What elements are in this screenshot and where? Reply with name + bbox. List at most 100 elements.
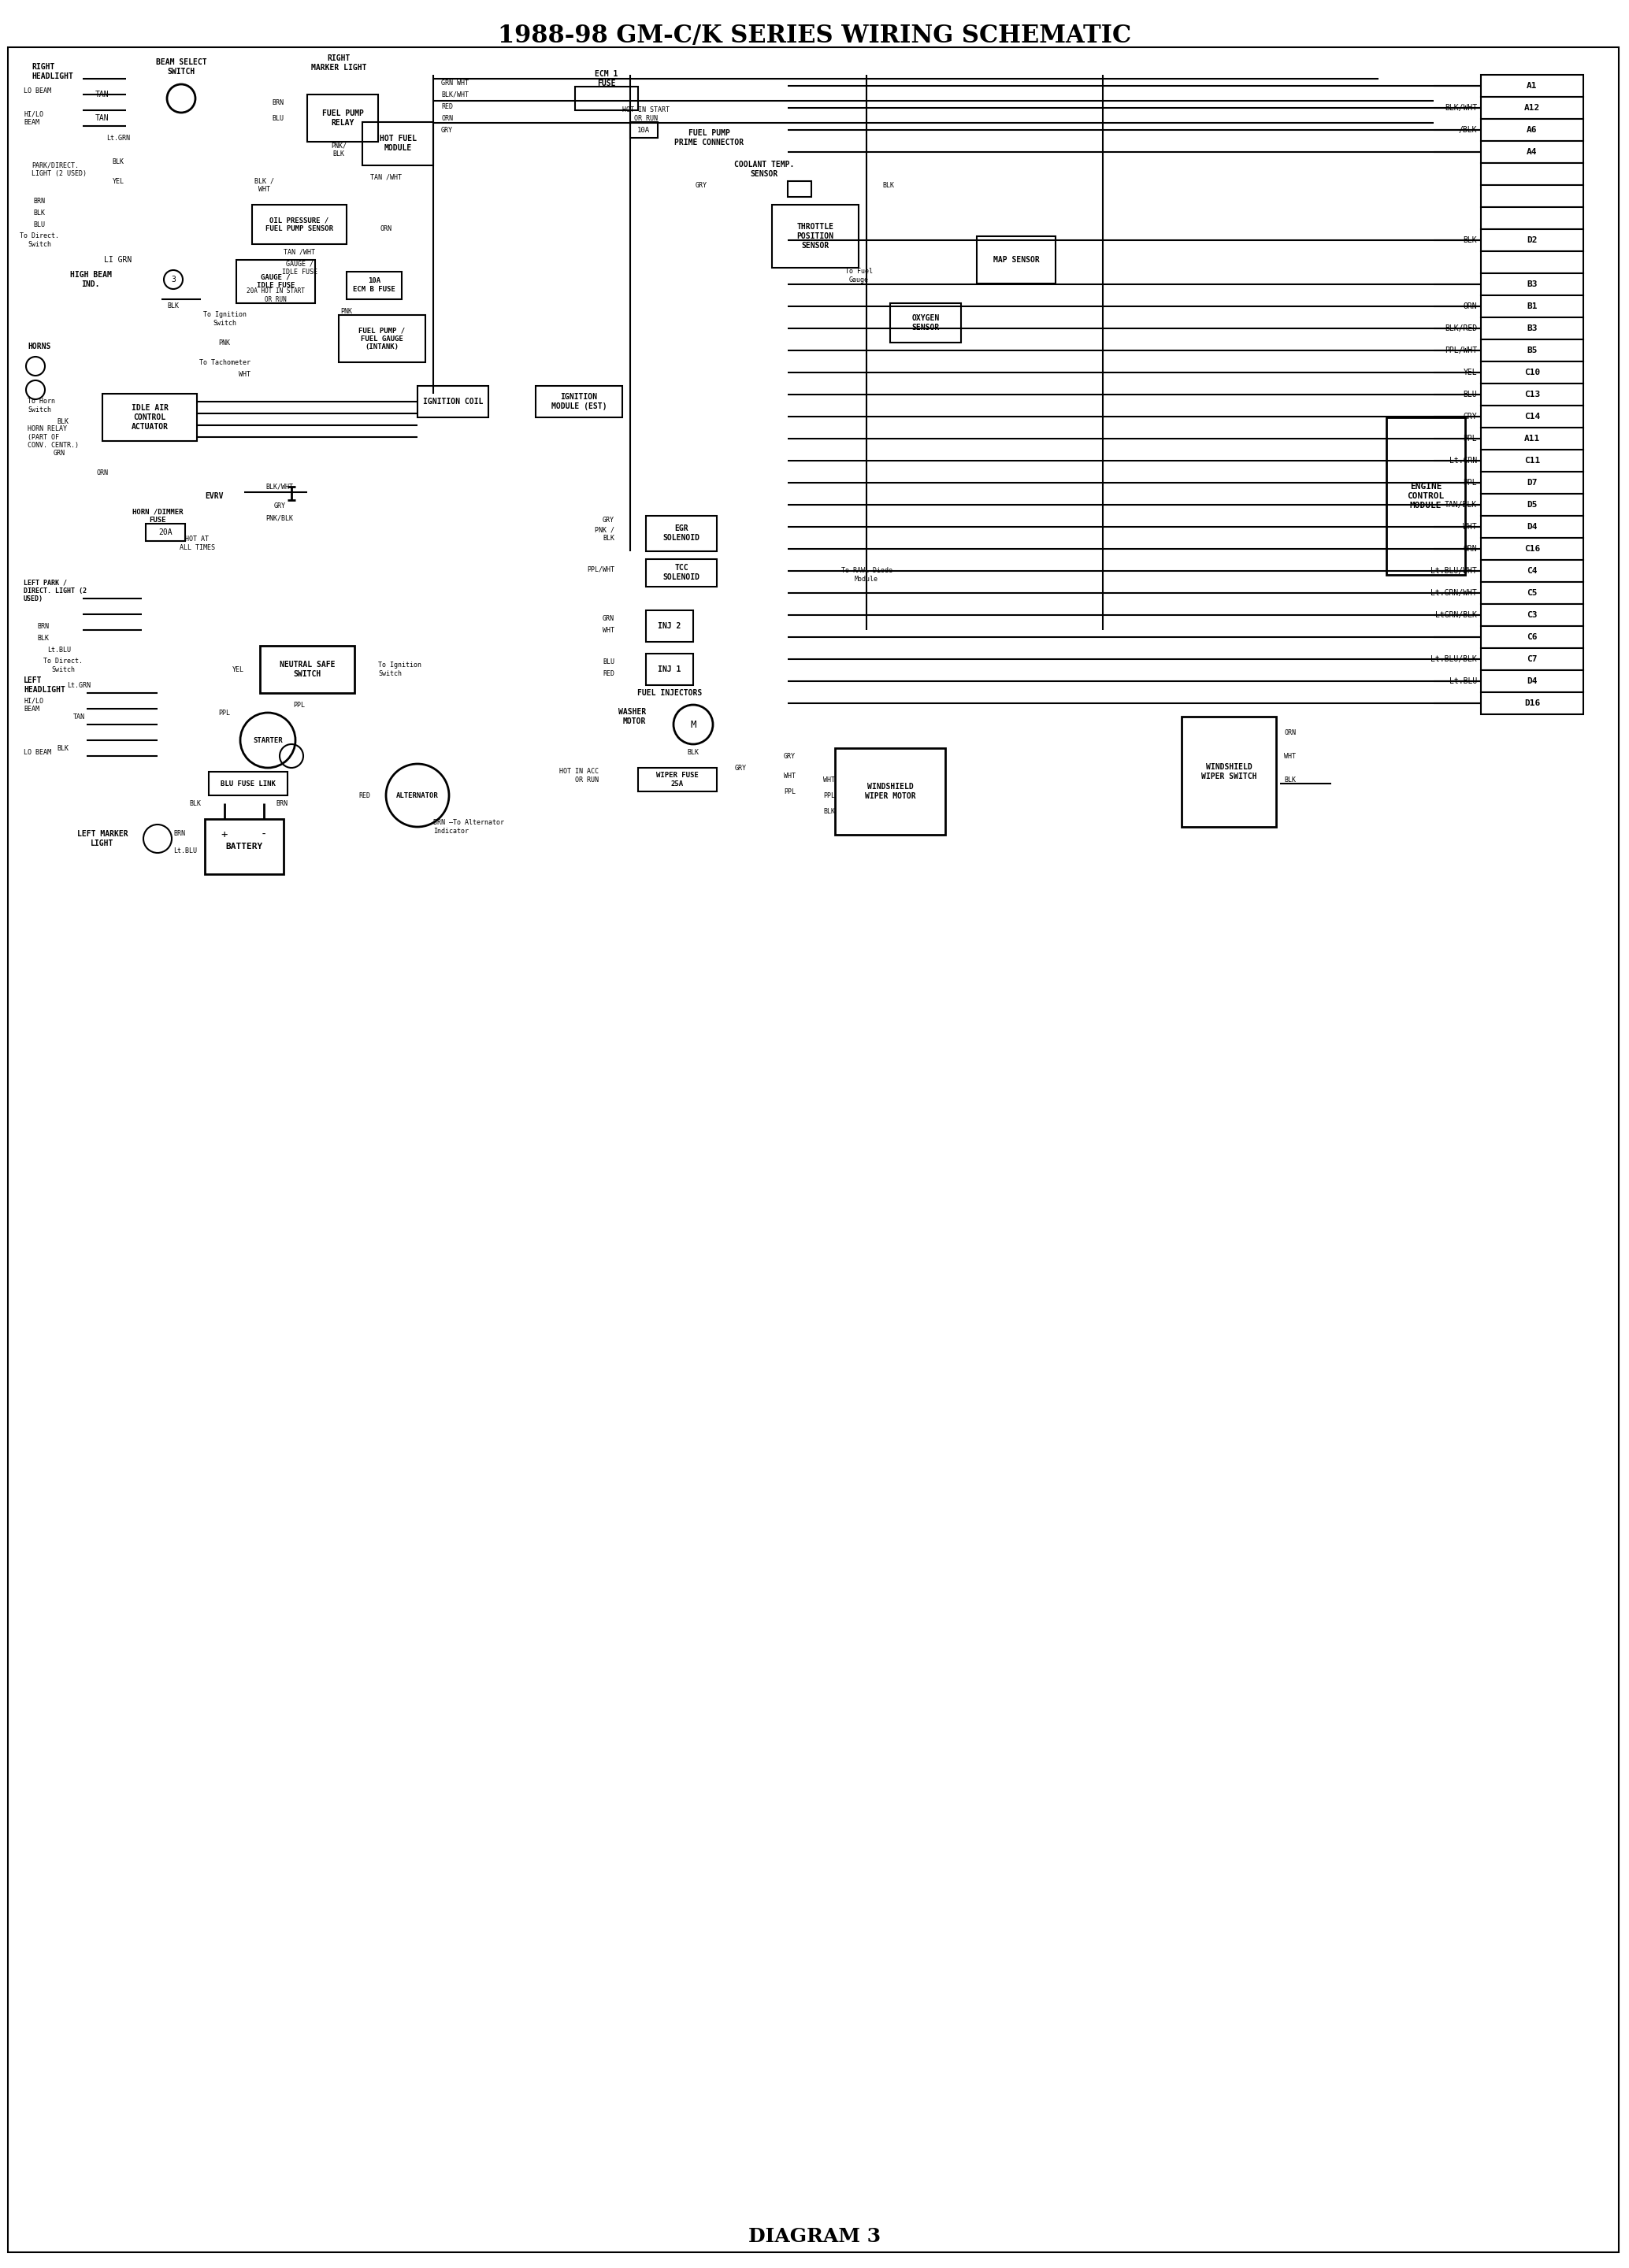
Bar: [1481, 429, 1583, 449]
Bar: [1481, 449, 1583, 472]
Text: BLK: BLK: [37, 635, 49, 642]
Text: OIL PRESSURE /
FUEL PUMP SENSOR: OIL PRESSURE / FUEL PUMP SENSOR: [266, 218, 334, 231]
Text: BLK: BLK: [687, 748, 699, 755]
Text: PNK: PNK: [218, 338, 230, 347]
Bar: [575, 86, 639, 111]
Text: GAUGE /
IDLE FUSE: GAUGE / IDLE FUSE: [282, 261, 318, 274]
Bar: [103, 395, 197, 440]
Text: BRN: BRN: [275, 801, 287, 807]
Text: PPL: PPL: [823, 792, 836, 798]
Text: To Ignition
Switch: To Ignition Switch: [204, 311, 246, 327]
Text: B3: B3: [1526, 281, 1538, 288]
Text: GRN: GRN: [603, 615, 614, 621]
Text: GRY: GRY: [274, 501, 285, 508]
Text: DIAGRAM 3: DIAGRAM 3: [748, 2227, 881, 2245]
Text: BLK/WHT: BLK/WHT: [266, 483, 293, 490]
Text: A12: A12: [1525, 104, 1539, 111]
Text: NEUTRAL SAFE
SWITCH: NEUTRAL SAFE SWITCH: [280, 660, 336, 678]
Text: PPL: PPL: [1463, 435, 1478, 442]
Text: HIGH BEAM
IND.: HIGH BEAM IND.: [70, 272, 111, 288]
Text: 1988-98 GM-C/K SERIES WIRING SCHEMATIC: 1988-98 GM-C/K SERIES WIRING SCHEMATIC: [498, 23, 1131, 48]
Text: LO BEAM: LO BEAM: [24, 748, 50, 755]
Bar: [1481, 118, 1583, 141]
Text: C5: C5: [1526, 590, 1538, 596]
Text: To Direct.
Switch: To Direct. Switch: [44, 658, 83, 674]
Text: A11: A11: [1525, 435, 1539, 442]
Bar: [1481, 406, 1583, 429]
Text: PNK/
BLK: PNK/ BLK: [331, 143, 347, 156]
Bar: [836, 748, 945, 835]
Text: LEFT
HEADLIGHT: LEFT HEADLIGHT: [24, 676, 65, 694]
Text: BLU: BLU: [34, 220, 46, 229]
Bar: [362, 122, 433, 166]
Text: RED: RED: [603, 669, 614, 676]
Text: Lt.BLU: Lt.BLU: [173, 846, 197, 855]
Text: BLK: BLK: [112, 159, 124, 166]
Text: ORN: ORN: [96, 469, 108, 476]
Text: HORN /DIMMER
FUSE: HORN /DIMMER FUSE: [132, 508, 182, 524]
Text: BLK: BLK: [189, 801, 200, 807]
Text: M: M: [691, 719, 696, 730]
Text: GRN WHT: GRN WHT: [441, 79, 469, 86]
Bar: [1481, 206, 1583, 229]
Text: BLK: BLK: [34, 209, 46, 215]
Bar: [1481, 669, 1583, 692]
Text: GRY: GRY: [441, 127, 453, 134]
Text: PPL: PPL: [293, 701, 305, 708]
Text: BRN —To Alternator
Indicator: BRN —To Alternator Indicator: [433, 819, 503, 835]
Text: HOT IN ACC
OR RUN: HOT IN ACC OR RUN: [559, 769, 599, 782]
Text: BLU FUSE LINK: BLU FUSE LINK: [220, 780, 275, 787]
Text: C3: C3: [1526, 610, 1538, 619]
Text: Lt.BLU: Lt.BLU: [47, 646, 72, 653]
Bar: [1481, 163, 1583, 186]
Text: TAN/BLK: TAN/BLK: [1445, 501, 1478, 508]
Text: Lt.BLU/WHT: Lt.BLU/WHT: [1430, 567, 1478, 574]
Text: To Fuel
Gauge: To Fuel Gauge: [845, 268, 873, 284]
Bar: [347, 272, 402, 299]
Text: GRY: GRY: [603, 517, 614, 524]
Text: C13: C13: [1525, 390, 1539, 399]
Bar: [252, 204, 347, 245]
Text: D4: D4: [1526, 524, 1538, 531]
Text: WASHER
MOTOR: WASHER MOTOR: [617, 708, 647, 726]
Text: ENGINE
CONTROL
MODULE: ENGINE CONTROL MODULE: [1407, 483, 1445, 510]
Text: TAN: TAN: [96, 113, 109, 122]
Text: 20A: 20A: [158, 528, 173, 535]
Text: ORN: ORN: [1284, 728, 1295, 735]
Bar: [1481, 626, 1583, 649]
Text: BATTERY: BATTERY: [225, 844, 262, 850]
Text: ORN: ORN: [380, 225, 393, 231]
Text: BRN: BRN: [34, 197, 46, 204]
Text: WIPER FUSE
25A: WIPER FUSE 25A: [656, 771, 699, 787]
Bar: [236, 261, 314, 304]
Text: STARTER: STARTER: [252, 737, 283, 744]
Bar: [417, 386, 489, 417]
Text: HOT AT
ALL TIMES: HOT AT ALL TIMES: [179, 535, 215, 551]
Bar: [1481, 98, 1583, 118]
Bar: [1481, 383, 1583, 406]
Bar: [1481, 252, 1583, 272]
Text: Lt.GRN: Lt.GRN: [67, 683, 91, 689]
Bar: [1481, 649, 1583, 669]
Text: Lt.BLU/BLK: Lt.BLU/BLK: [1430, 655, 1478, 662]
Text: LI GRN: LI GRN: [104, 256, 132, 263]
Text: PPL: PPL: [218, 710, 230, 717]
Text: C10: C10: [1525, 370, 1539, 376]
Text: BRN: BRN: [173, 830, 186, 837]
Bar: [1481, 272, 1583, 295]
Bar: [647, 515, 717, 551]
Text: ORN: ORN: [441, 116, 453, 122]
Text: A4: A4: [1526, 147, 1538, 156]
Bar: [1481, 583, 1583, 603]
Text: 10A: 10A: [637, 127, 650, 134]
Bar: [1481, 515, 1583, 538]
Text: BLU: BLU: [1463, 390, 1478, 399]
Text: TAN /WHT: TAN /WHT: [370, 175, 402, 181]
Text: C4: C4: [1526, 567, 1538, 574]
Text: BLU: BLU: [272, 116, 283, 122]
Bar: [1481, 472, 1583, 494]
Text: IGNITION
MODULE (EST): IGNITION MODULE (EST): [551, 392, 606, 411]
Text: HOT FUEL
MODULE: HOT FUEL MODULE: [380, 134, 417, 152]
Text: BLK: BLK: [57, 744, 68, 751]
Text: LEFT MARKER
LIGHT: LEFT MARKER LIGHT: [77, 830, 127, 848]
